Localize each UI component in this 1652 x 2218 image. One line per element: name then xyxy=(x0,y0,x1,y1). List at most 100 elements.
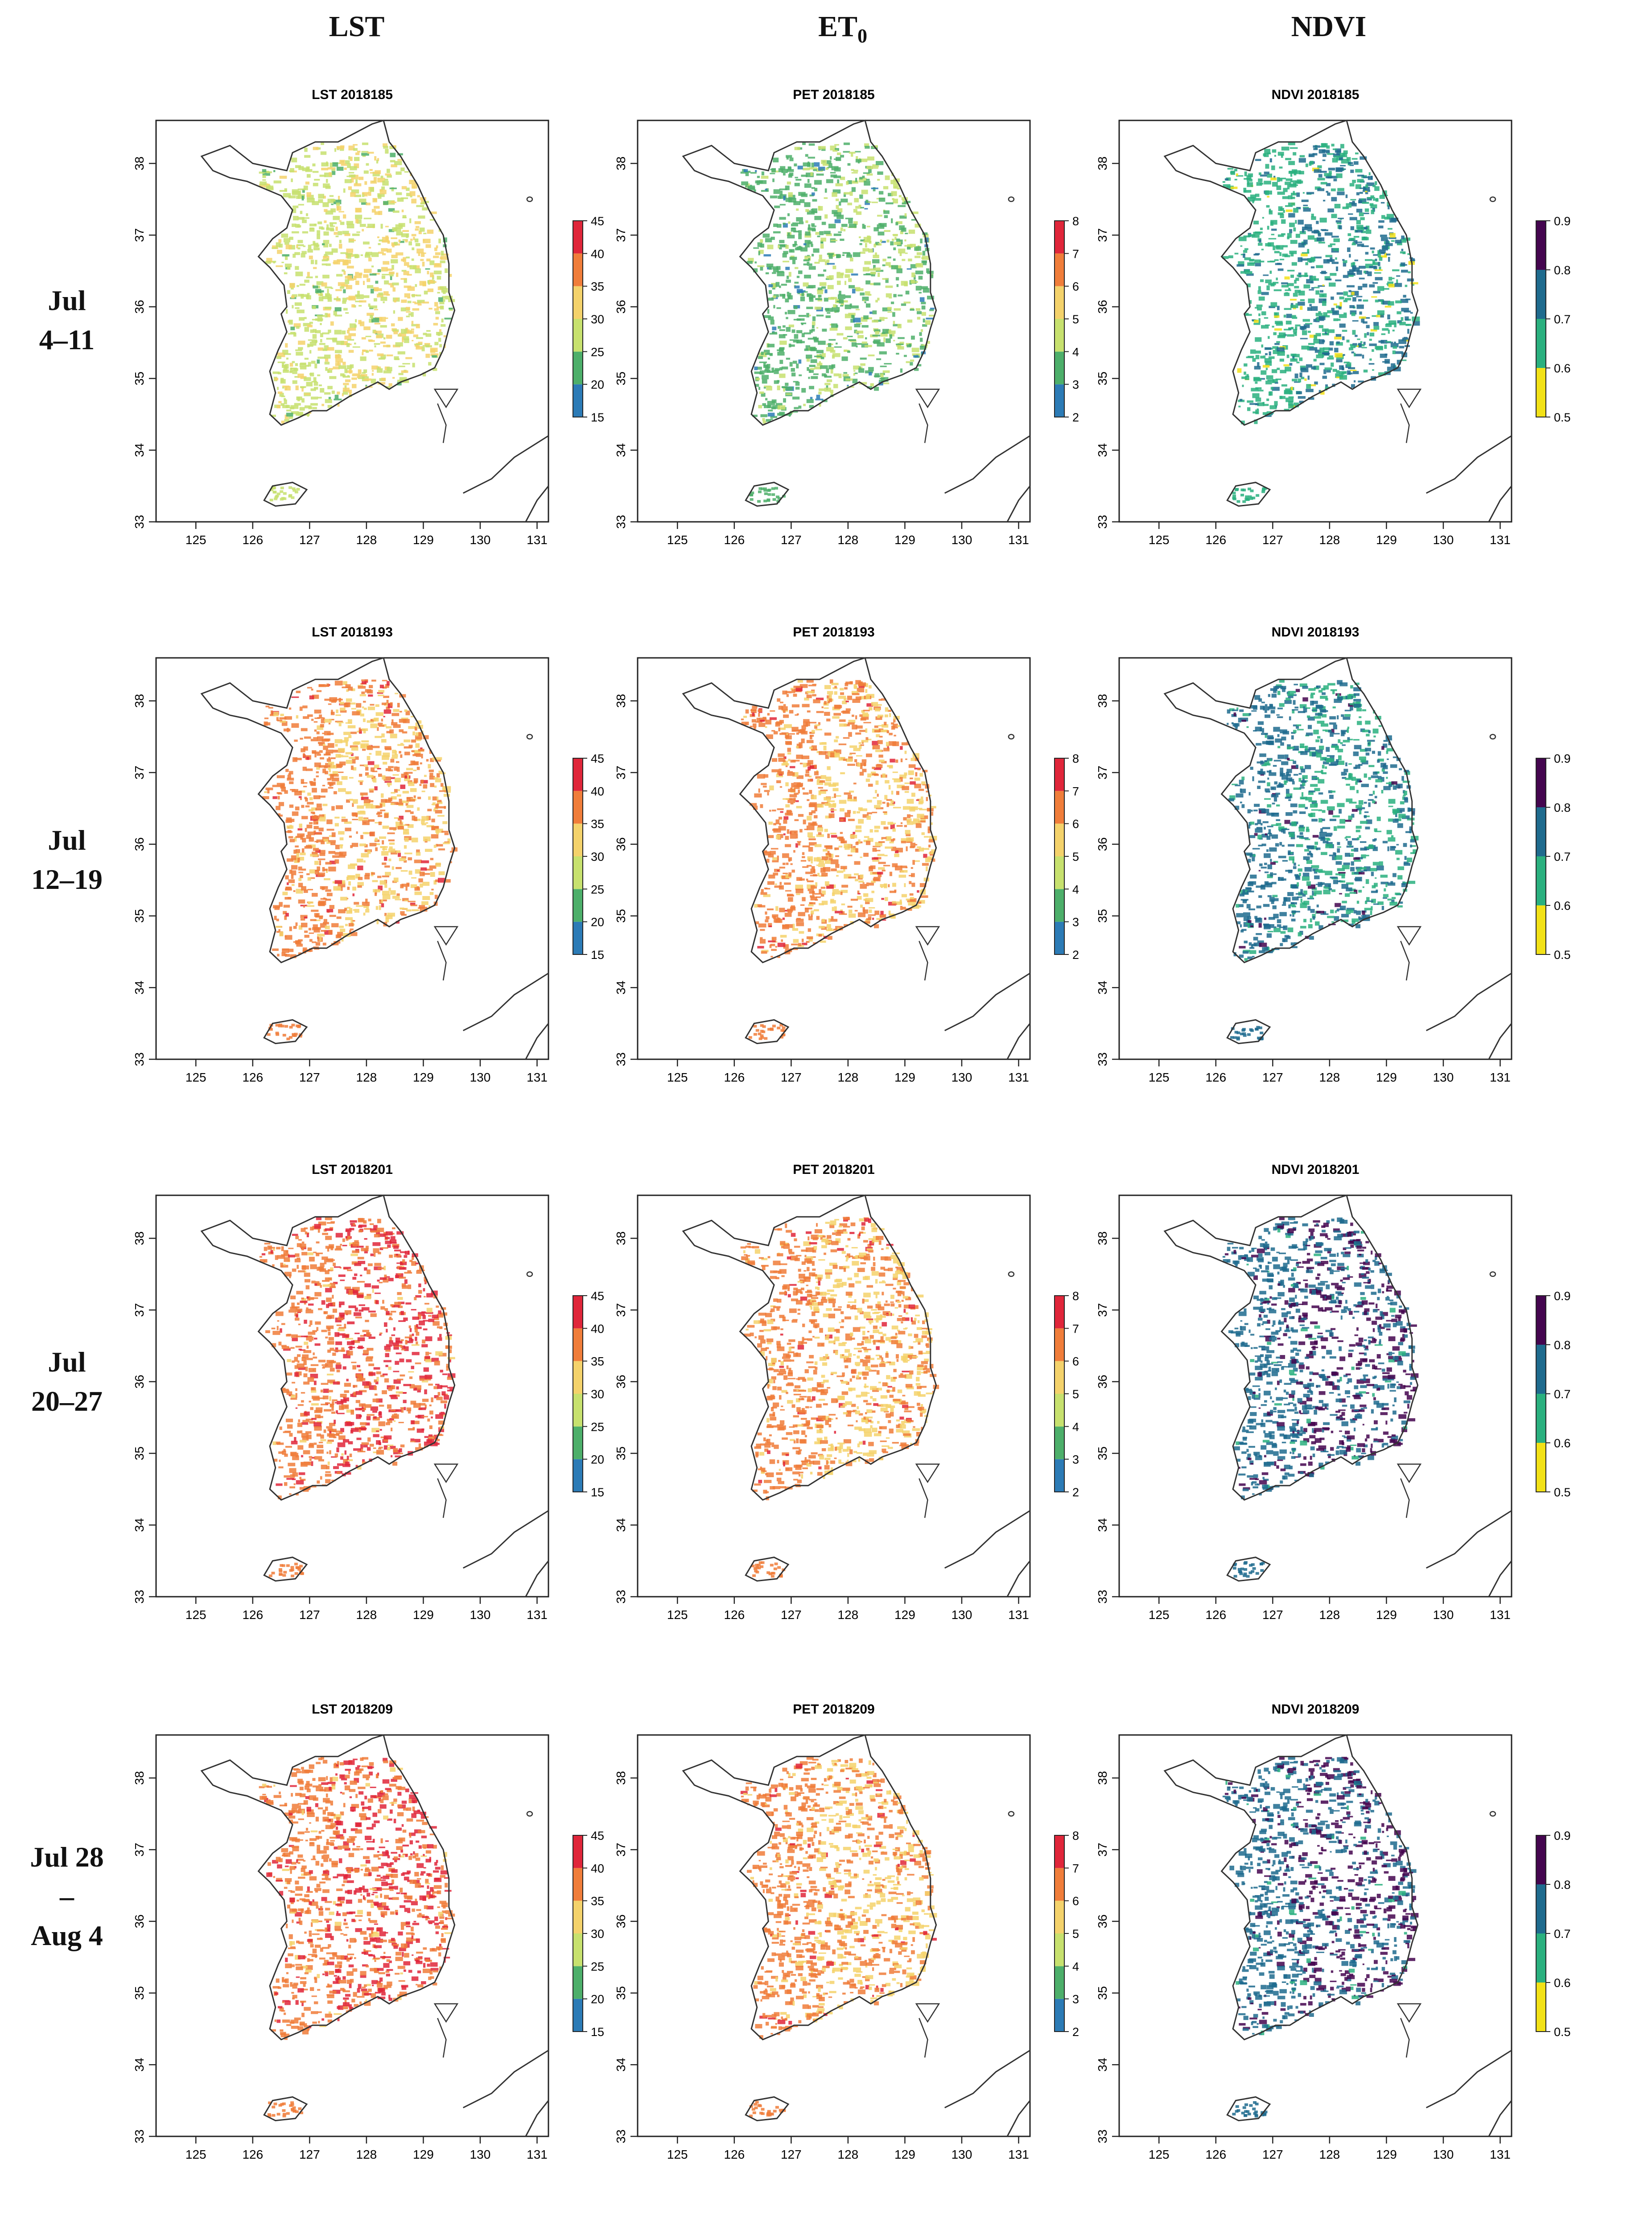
raster-cell xyxy=(394,242,398,245)
raster-cell xyxy=(767,493,771,496)
raster-cell xyxy=(1410,282,1418,285)
raster-cell xyxy=(420,762,422,764)
raster-cell xyxy=(292,789,298,793)
raster-cell xyxy=(439,286,447,289)
raster-cell xyxy=(1349,269,1355,272)
raster-cell xyxy=(337,206,342,211)
raster-cell xyxy=(363,369,367,373)
raster-cell xyxy=(1240,488,1244,492)
raster-cell xyxy=(1327,174,1331,179)
raster-cell xyxy=(801,174,808,177)
raster-cell xyxy=(875,749,882,752)
raster-cell xyxy=(791,869,795,873)
raster-cell xyxy=(848,913,856,918)
raster-cell xyxy=(799,199,805,203)
raster-cell xyxy=(348,864,355,869)
raster-cell xyxy=(856,345,858,347)
raster-cell xyxy=(262,171,270,176)
raster-cell xyxy=(396,273,399,277)
raster-cell xyxy=(794,334,799,339)
raster-cell xyxy=(1339,314,1347,318)
raster-cell xyxy=(342,755,349,757)
raster-cell xyxy=(357,805,364,809)
raster-cell xyxy=(371,872,375,875)
raster-cell xyxy=(405,772,413,774)
raster-cell xyxy=(1285,158,1291,161)
raster-cell xyxy=(330,162,333,168)
raster-cell xyxy=(360,713,364,717)
raster-cell xyxy=(819,282,827,286)
raster-cell xyxy=(1254,198,1261,201)
raster-cell xyxy=(767,244,774,249)
raster-cell xyxy=(1329,282,1336,287)
raster-cell xyxy=(328,703,332,705)
raster-cell xyxy=(318,765,326,768)
raster-cell xyxy=(1349,217,1357,220)
raster-cell xyxy=(826,276,832,279)
raster-cell xyxy=(1322,376,1327,379)
raster-cell xyxy=(427,288,434,292)
raster-cell xyxy=(1273,176,1276,179)
raster-cell xyxy=(297,1025,301,1028)
raster-cell xyxy=(352,346,360,348)
raster-cell xyxy=(871,891,875,893)
raster-cell xyxy=(840,198,848,202)
raster-cell xyxy=(873,255,879,259)
raster-cell xyxy=(864,225,866,229)
raster-cell xyxy=(302,838,306,843)
raster-cell xyxy=(409,799,415,802)
legend-swatch xyxy=(573,889,583,922)
raster-cell xyxy=(1348,367,1355,369)
raster-cell xyxy=(864,181,870,186)
plot-frame xyxy=(155,657,549,1060)
raster-cell xyxy=(873,341,879,343)
raster-cell xyxy=(307,831,315,835)
raster-cell xyxy=(884,317,888,319)
raster-cell xyxy=(796,208,799,211)
raster-cell xyxy=(777,380,780,383)
raster-cell xyxy=(400,754,403,758)
raster-cell xyxy=(763,387,766,389)
raster-cell xyxy=(325,771,328,775)
raster-cell xyxy=(369,788,375,791)
raster-cell xyxy=(321,162,329,167)
raster-cell xyxy=(853,832,856,834)
raster-cell xyxy=(377,269,381,273)
raster-cell xyxy=(808,685,816,686)
raster-cell xyxy=(407,274,412,276)
raster-cell xyxy=(1287,185,1290,190)
raster-cell xyxy=(388,888,391,891)
raster-cell xyxy=(748,187,755,190)
raster-cell xyxy=(795,843,798,848)
raster-cell xyxy=(895,277,899,281)
raster-cell xyxy=(825,167,828,170)
raster-cell xyxy=(273,711,279,717)
raster-cell xyxy=(797,841,801,843)
raster-cell xyxy=(362,229,364,231)
raster-cell xyxy=(789,157,794,161)
raster-cell xyxy=(1266,285,1270,290)
raster-cell xyxy=(1339,302,1342,307)
raster-cell xyxy=(915,860,920,862)
raster-cell xyxy=(757,774,765,779)
raster-cell xyxy=(849,754,852,756)
raster-cell xyxy=(433,777,438,779)
raster-cell xyxy=(847,905,853,908)
raster-cell xyxy=(414,302,420,305)
raster-cell xyxy=(776,266,781,270)
coastline-japan xyxy=(463,972,549,1032)
raster-cell xyxy=(305,805,310,808)
raster-cell xyxy=(1314,256,1322,259)
raster-cell xyxy=(1306,364,1313,368)
raster-cell xyxy=(387,782,392,785)
raster-cell xyxy=(350,166,357,170)
raster-cell xyxy=(901,197,908,200)
raster-cell xyxy=(444,806,446,809)
raster-cell xyxy=(391,713,400,716)
raster-cell xyxy=(384,865,390,868)
raster-cell xyxy=(406,768,413,771)
raster-cell xyxy=(381,377,386,381)
raster-cell xyxy=(750,726,753,727)
raster-cell xyxy=(357,811,366,815)
raster-cell xyxy=(846,252,851,256)
